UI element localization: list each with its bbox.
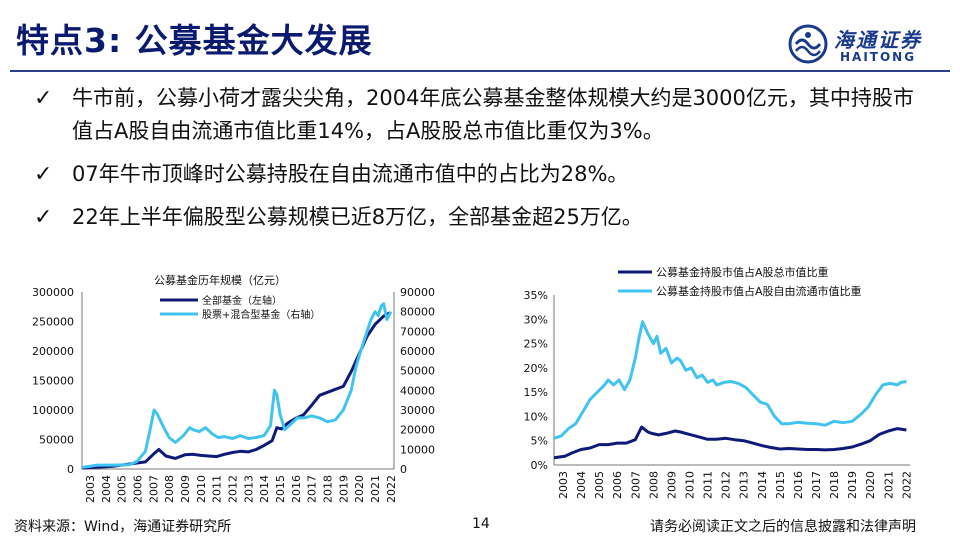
y-tick: 15% bbox=[524, 386, 548, 399]
y-tick: 25% bbox=[524, 338, 548, 351]
checkmark-icon: ✓ bbox=[34, 86, 53, 111]
x-tick-label: 2007 bbox=[629, 471, 642, 499]
y-tick: 10% bbox=[524, 410, 548, 423]
y-tick-right: 50000 bbox=[400, 365, 435, 378]
bullet-list: ✓ 牛市前，公募小荷才露尖尖角，2004年底公募基金整体规模大约是3000亿元，… bbox=[34, 82, 934, 244]
y-tick-left: 100000 bbox=[32, 404, 74, 417]
bullet-text: 07年牛市顶峰时公募持股在自由流通市值中的占比为28%。 bbox=[72, 162, 629, 186]
x-tick-label: 2020 bbox=[864, 471, 877, 499]
y-tick: 0% bbox=[531, 459, 548, 472]
y-tick-right: 10000 bbox=[400, 443, 435, 456]
x-tick-label: 2018 bbox=[321, 475, 334, 503]
bullet-item: ✓ 07年牛市顶峰时公募持股在自由流通市值中的占比为28%。 bbox=[34, 158, 934, 191]
bullet-text: 22年上半年偏股型公募规模已近8万亿，全部基金超25万亿。 bbox=[72, 205, 643, 229]
series-line bbox=[81, 302, 393, 469]
checkmark-icon: ✓ bbox=[34, 162, 53, 187]
x-tick-label: 2009 bbox=[179, 475, 192, 503]
x-tick-label: 2015 bbox=[274, 475, 287, 503]
x-tick-label: 2014 bbox=[258, 475, 271, 503]
legend-label: 公募基金持股市值占A股自由流通市值比重 bbox=[656, 284, 862, 298]
series-line bbox=[81, 311, 392, 470]
y-tick-left: 200000 bbox=[32, 345, 74, 358]
x-tick-label: 2019 bbox=[337, 475, 350, 503]
x-tick-label: 2009 bbox=[665, 471, 678, 499]
x-tick-label: 2004 bbox=[575, 471, 588, 499]
x-tick-label: 2021 bbox=[369, 475, 382, 503]
y-tick-left: 50000 bbox=[39, 434, 74, 447]
x-tick-label: 2020 bbox=[353, 475, 366, 503]
x-tick-label: 2005 bbox=[116, 475, 129, 503]
title-divider bbox=[10, 70, 950, 72]
x-tick-label: 2008 bbox=[647, 471, 660, 499]
y-tick-left: 0 bbox=[67, 463, 74, 476]
x-tick-label: 2022 bbox=[385, 475, 398, 503]
x-tick-label: 2013 bbox=[242, 475, 255, 503]
y-tick: 20% bbox=[524, 362, 548, 375]
legend-label: 全部基金（左轴） bbox=[202, 294, 282, 307]
y-tick-left: 250000 bbox=[32, 316, 74, 329]
page-title: 特点3: 公募基金大发展 bbox=[16, 21, 373, 60]
haitong-emblem-icon bbox=[788, 24, 828, 64]
x-tick-label: 2021 bbox=[882, 471, 895, 499]
y-tick-right: 90000 bbox=[400, 286, 435, 299]
y-tick-right: 80000 bbox=[400, 306, 435, 319]
x-tick-label: 2016 bbox=[290, 475, 303, 503]
y-tick-right: 0 bbox=[400, 463, 407, 476]
x-tick-label: 2016 bbox=[792, 471, 805, 499]
haitong-logo: 海通证券 HAITONG bbox=[788, 20, 948, 70]
checkmark-icon: ✓ bbox=[34, 205, 53, 230]
x-tick-label: 2011 bbox=[211, 475, 224, 503]
bullet-item: ✓ 牛市前，公募小荷才露尖尖角，2004年底公募基金整体规模大约是3000亿元，… bbox=[34, 82, 934, 148]
fund-size-chart: 公募基金历年规模（亿元）0500001000001500002000002500… bbox=[32, 273, 435, 503]
y-tick-right: 60000 bbox=[400, 345, 435, 358]
y-tick-left: 300000 bbox=[32, 286, 74, 299]
x-tick-label: 2003 bbox=[557, 471, 570, 499]
y-tick-right: 40000 bbox=[400, 384, 435, 397]
bullet-item: ✓ 22年上半年偏股型公募规模已近8万亿，全部基金超25万亿。 bbox=[34, 201, 934, 234]
x-tick-label: 2017 bbox=[810, 471, 823, 499]
y-tick: 35% bbox=[524, 289, 548, 302]
x-tick-label: 2010 bbox=[684, 471, 697, 499]
legend-label: 股票+混合型基金（右轴） bbox=[202, 308, 320, 321]
x-tick-label: 2013 bbox=[738, 471, 751, 499]
x-tick-label: 2010 bbox=[195, 475, 208, 503]
source-note: 资料来源：Wind，海通证券研究所 bbox=[14, 519, 232, 535]
page-number: 14 bbox=[472, 516, 490, 532]
x-tick-label: 2005 bbox=[593, 471, 606, 499]
legend-label: 公募基金持股市值占A股总市值比重 bbox=[656, 265, 829, 279]
bullet-text: 牛市前，公募小荷才露尖尖角，2004年底公募基金整体规模大约是3000亿元，其中… bbox=[72, 86, 914, 143]
series-line bbox=[553, 425, 907, 460]
x-tick-label: 2012 bbox=[720, 471, 733, 499]
y-tick-right: 20000 bbox=[400, 424, 435, 437]
x-tick-label: 2008 bbox=[163, 475, 176, 503]
logo-cn-text: 海通证券 bbox=[834, 28, 922, 52]
y-tick: 5% bbox=[531, 435, 548, 448]
y-tick-right: 30000 bbox=[400, 404, 435, 417]
x-tick-label: 2006 bbox=[611, 471, 624, 499]
logo-en-text: HAITONG bbox=[840, 50, 917, 64]
x-tick-label: 2011 bbox=[702, 471, 715, 499]
x-tick-label: 2003 bbox=[84, 475, 97, 503]
x-tick-label: 2018 bbox=[828, 471, 841, 499]
disclaimer: 请务必阅读正文之后的信息披露和法律声明 bbox=[650, 519, 916, 535]
x-tick-label: 2012 bbox=[226, 475, 239, 503]
x-tick-label: 2007 bbox=[147, 475, 160, 503]
x-tick-label: 2022 bbox=[900, 471, 913, 499]
x-tick-label: 2004 bbox=[100, 475, 113, 503]
x-tick-label: 2006 bbox=[131, 475, 144, 503]
y-tick-left: 150000 bbox=[32, 375, 74, 388]
x-tick-label: 2017 bbox=[306, 475, 319, 503]
x-tick-label: 2019 bbox=[846, 471, 859, 499]
holding-ratio-chart: 0% 5% 10% 15% 20% 25% 30% 35% 2003 2004 2005 2006 20… bbox=[524, 265, 914, 499]
chart-title: 公募基金历年规模（亿元） bbox=[154, 273, 286, 287]
series-line bbox=[553, 320, 907, 440]
x-tick-label: 2015 bbox=[774, 471, 787, 499]
x-tick-label: 2014 bbox=[756, 471, 769, 499]
y-tick-right: 70000 bbox=[400, 325, 435, 338]
y-tick: 30% bbox=[524, 313, 548, 326]
